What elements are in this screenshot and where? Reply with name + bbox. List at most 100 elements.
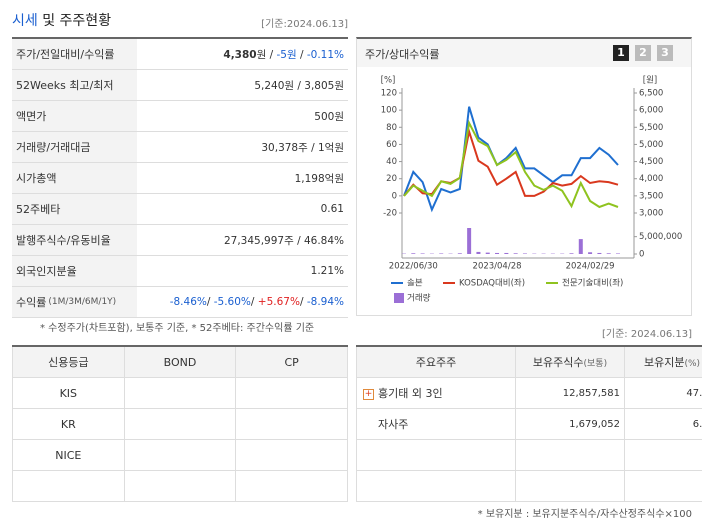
summary-label: 거래량/거래대금	[16, 141, 91, 154]
table-cell	[235, 377, 348, 409]
summary-value-part: /	[206, 296, 214, 308]
header-sub: (보통)	[583, 359, 608, 369]
summary-value: 0.61	[137, 203, 348, 215]
y-tick-label: 80	[386, 123, 397, 133]
volume-bar	[606, 253, 611, 254]
table-cell	[624, 439, 702, 471]
legend-label: 전문기술대비(좌)	[562, 278, 623, 289]
volume-bar	[420, 253, 425, 254]
table-cell	[235, 470, 348, 502]
table-cell	[515, 439, 625, 471]
summary-label: 52주베타	[16, 203, 61, 216]
volume-tick-label: 0	[639, 250, 644, 260]
holder-name: 홍기태 외 3인	[378, 387, 443, 400]
summary-value-part: +5.67%	[257, 296, 300, 308]
summary-value-part: -5.60%	[213, 296, 251, 308]
summary-value-part: -0.11%	[306, 48, 344, 61]
summary-value: 1,198억원	[137, 171, 348, 186]
summary-label: 수익률	[16, 296, 47, 309]
table-header-row: 신용등급 BOND CP	[12, 345, 348, 378]
holder-shares: 12,857,581	[515, 377, 625, 409]
summary-label-cell: 시가총액	[12, 163, 137, 193]
holder-cell: + 홍기태 외 3인	[356, 377, 516, 409]
summary-label-cell: 수익률 (1M/3M/6M/1Y)	[12, 287, 137, 317]
summary-value: 4,380원 / -5원 / -0.11%	[137, 47, 348, 62]
volume-bar	[485, 252, 490, 254]
holder-pct: 47.02	[624, 377, 702, 409]
table-header: 보유주식수(보통)	[515, 345, 625, 378]
table-header: CP	[235, 345, 348, 378]
y2-tick-label: 3,500	[639, 191, 663, 201]
table-cell	[624, 470, 702, 502]
holders-as-of: [기준: 2024.06.13]	[601, 329, 692, 340]
volume-bar	[467, 228, 472, 254]
summary-label-cell: 발행주식수/유동비율	[12, 225, 137, 255]
chart-tab[interactable]: 2	[635, 45, 651, 61]
summary-value-part: 0.61	[320, 203, 344, 215]
summary-value-part: /	[299, 296, 307, 308]
y2-axis-unit: [원]	[643, 76, 657, 86]
table-row	[356, 439, 702, 471]
series-line	[403, 106, 619, 213]
summary-value: 500원	[137, 109, 348, 124]
section-title: 시세 및 주주현황	[12, 10, 111, 30]
x-tick-label: 2024/02/29	[566, 262, 615, 272]
series-line	[403, 119, 619, 209]
rating-agency: KIS	[12, 377, 125, 409]
table-cell	[356, 470, 516, 502]
summary-label: 액면가	[16, 110, 47, 123]
summary-row: 주가/전일대비/수익률 4,380원 / -5원 / -0.11%	[12, 39, 348, 70]
table-header: 보유지분(%)	[624, 345, 702, 378]
summary-label-sub: (1M/3M/6M/1Y)	[48, 297, 117, 307]
y-tick-label: -20	[383, 209, 397, 219]
expand-icon: +	[363, 388, 374, 400]
summary-label-cell: 주가/전일대비/수익률	[12, 39, 137, 69]
summary-label: 발행주식수/유동비율	[16, 234, 111, 247]
y2-tick-label: 4,000	[639, 174, 663, 184]
holders-table: 주요주주 보유주식수(보통) 보유지분(%) + 홍기태 외 3인 12,857,581 4…	[356, 345, 702, 502]
volume-bar	[457, 253, 462, 254]
table-header: BOND	[123, 345, 237, 378]
volume-bar	[439, 253, 444, 254]
summary-note: * 수정주가(차트포함), 보통주 기준, * 52주베타: 주간수익률 기준	[40, 323, 315, 334]
chart-tab[interactable]: 3	[657, 45, 673, 61]
summary-value: 27,345,997주 / 46.84%	[137, 233, 348, 248]
title-highlight: 시세	[12, 13, 38, 29]
chart-tab[interactable]: 1	[613, 45, 629, 61]
summary-label-cell: 액면가	[12, 101, 137, 131]
y-tick-label: 20	[386, 174, 397, 184]
y2-tick-label: 6,500	[639, 89, 663, 99]
y2-tick-label: 4,500	[639, 157, 663, 167]
volume-bar	[513, 253, 518, 254]
summary-value-part: 원 /	[256, 48, 277, 61]
legend-label: 솔본	[407, 279, 423, 289]
summary-value-part: 1,198억원	[294, 172, 344, 185]
summary-label-cell: 외국인지분율	[12, 256, 137, 286]
summary-value: 5,240원 / 3,805원	[137, 78, 348, 93]
summary-label: 52Weeks 최고/최저	[16, 79, 114, 92]
y2-tick-label: 6,000	[639, 106, 663, 116]
summary-row: 시가총액 1,198억원	[12, 163, 348, 194]
summary-label: 시가총액	[16, 172, 57, 185]
rating-agency: NICE	[12, 439, 125, 471]
y2-tick-label: 5,500	[639, 123, 663, 133]
y-tick-label: 40	[386, 157, 397, 167]
volume-bar	[616, 253, 620, 254]
table-cell	[356, 439, 516, 471]
y-tick-label: 0	[392, 191, 397, 201]
summary-row: 52주베타 0.61	[12, 194, 348, 225]
table-cell	[235, 408, 348, 440]
summary-value-part: -8.46%	[169, 296, 207, 308]
y2-tick-label: 5,000	[639, 140, 663, 150]
volume-bar	[578, 239, 583, 254]
summary-value-part: /	[250, 296, 258, 308]
holder-cell: 자사주	[356, 408, 516, 440]
volume-bar	[522, 253, 527, 254]
summary-label-cell: 거래량/거래대금	[12, 132, 137, 162]
summary-row: 액면가 500원	[12, 101, 348, 132]
chart-title: 주가/상대수익률	[365, 48, 440, 61]
rating-table: 신용등급 BOND CP KIS KR NICE	[12, 345, 348, 502]
